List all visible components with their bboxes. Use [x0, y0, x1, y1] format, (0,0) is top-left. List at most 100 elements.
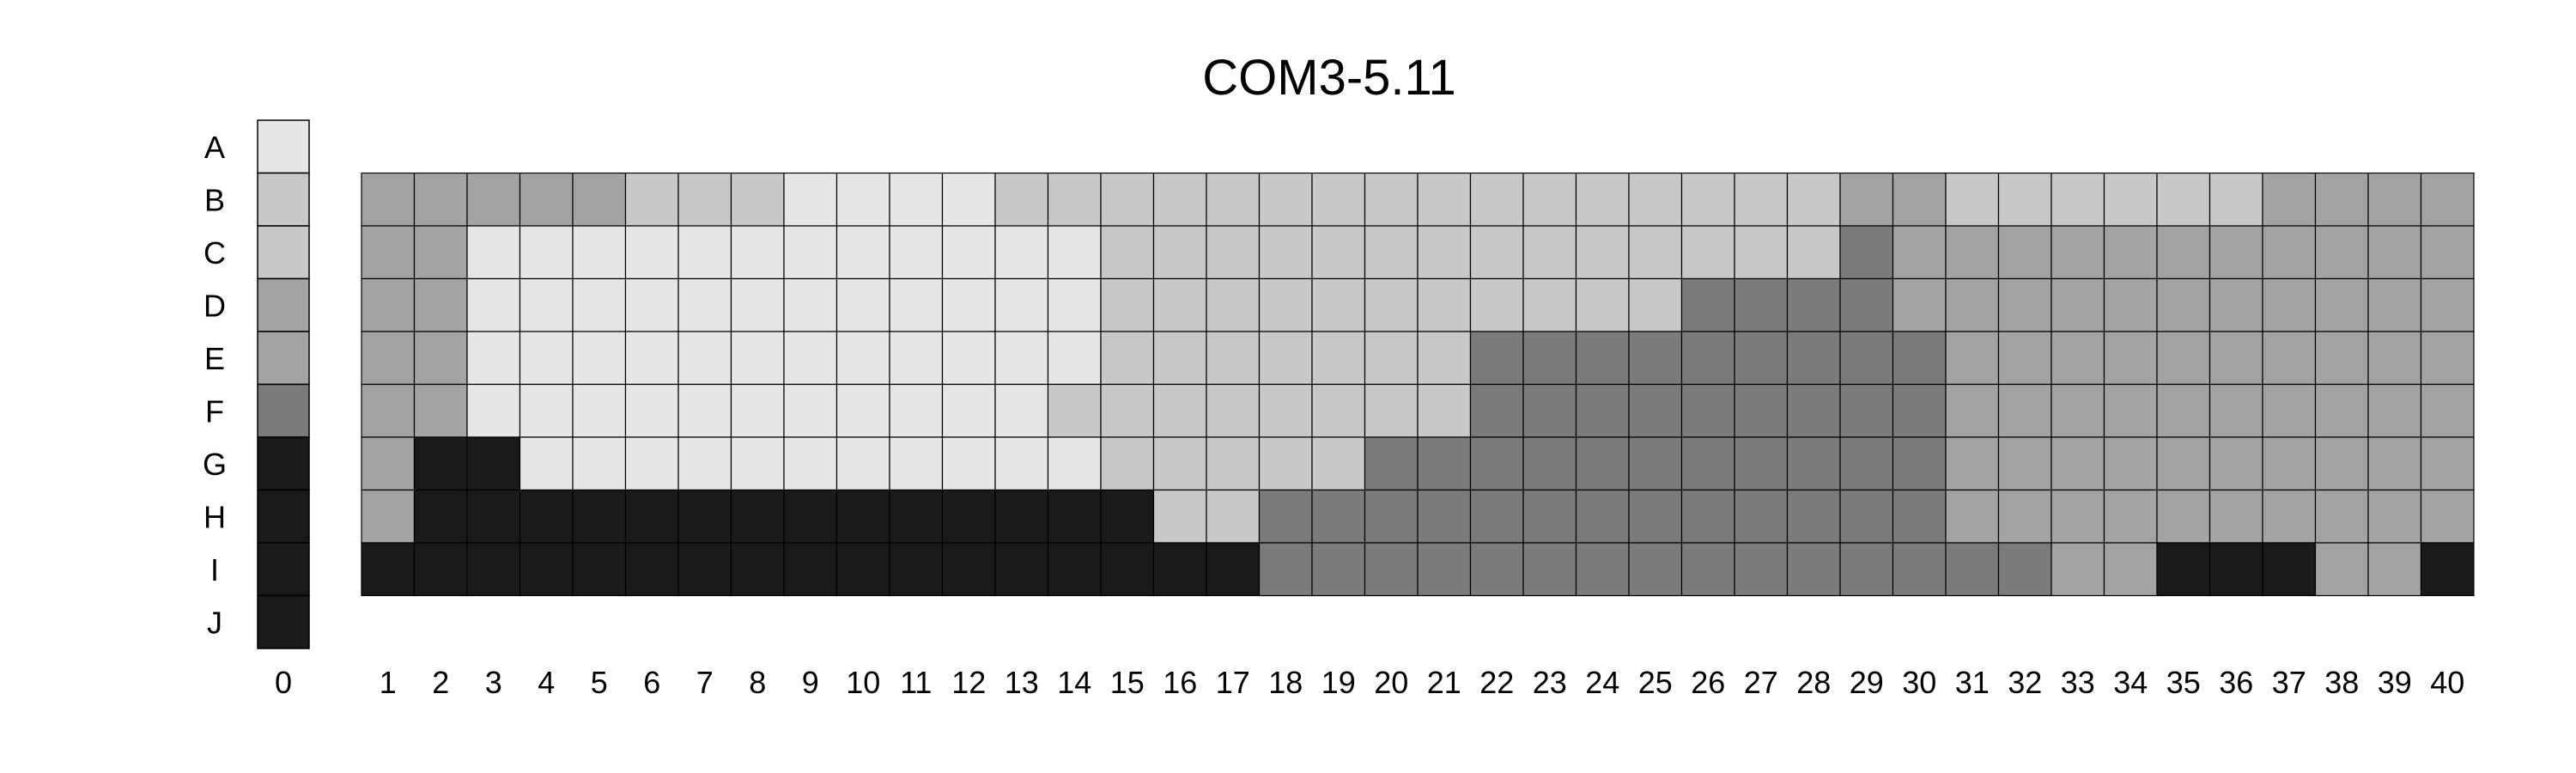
- heatmap-cell: [1417, 225, 1472, 280]
- column-label-2: 2: [432, 665, 449, 700]
- heatmap-cell: [1839, 383, 1894, 438]
- heatmap-cell: [835, 436, 890, 491]
- heatmap-cell: [413, 436, 468, 491]
- heatmap-cell: [1258, 542, 1313, 597]
- column-label-29: 29: [1850, 665, 1884, 700]
- heatmap-cell: [2208, 436, 2263, 491]
- heatmap-cell: [1152, 383, 1207, 438]
- heatmap-cell: [413, 277, 468, 332]
- column-label-22: 22: [1479, 665, 1514, 700]
- heatmap-cell: [1839, 172, 1894, 227]
- heatmap-cell: [1522, 331, 1577, 386]
- heatmap-cell: [2050, 542, 2105, 597]
- heatmap-cell: [2420, 383, 2475, 438]
- column-label-5: 5: [591, 665, 608, 700]
- heatmap-cell: [624, 331, 679, 386]
- heatmap-cell: [1945, 489, 2000, 544]
- heatmap-cell: [1311, 225, 1366, 280]
- column-label-30: 30: [1902, 665, 1936, 700]
- heatmap-cell: [1680, 383, 1735, 438]
- column-label-8: 8: [749, 665, 766, 700]
- heatmap-cell: [1997, 172, 2052, 227]
- heatmap-cell: [519, 172, 574, 227]
- column-label-19: 19: [1321, 665, 1356, 700]
- heatmap-cell: [2103, 436, 2158, 491]
- heatmap-cell: [2103, 172, 2158, 227]
- heatmap-cell: [519, 489, 574, 544]
- heatmap-cell: [2262, 331, 2317, 386]
- heatmap-cell: [1839, 331, 1894, 386]
- heatmap-cell: [1364, 542, 1419, 597]
- heatmap-cell: [1839, 277, 1894, 332]
- column-label-16: 16: [1163, 665, 1197, 700]
- heatmap-cell: [2262, 489, 2317, 544]
- heatmap-cell: [1522, 489, 1577, 544]
- heatmap-cell: [941, 383, 996, 438]
- heatmap-cell: [1311, 172, 1366, 227]
- heatmap-cell: [1786, 436, 1841, 491]
- heatmap-cell: [783, 383, 838, 438]
- heatmap-cell: [413, 542, 468, 597]
- heatmap-cell: [1945, 172, 2000, 227]
- heatmap-cell: [1047, 331, 1102, 386]
- heatmap-cell: [1522, 383, 1577, 438]
- heatmap-cell: [994, 542, 1049, 597]
- heatmap-cell: [1892, 542, 1947, 597]
- heatmap-cell: [1945, 277, 2000, 332]
- heatmap-cell: [1575, 383, 1630, 438]
- heatmap-cell: [941, 172, 996, 227]
- heatmap-cell: [1997, 277, 2052, 332]
- heatmap-cell: [1680, 277, 1735, 332]
- heatmap-cell: [889, 542, 944, 597]
- heatmap-cell: [1417, 489, 1472, 544]
- row-label-j: J: [207, 605, 222, 640]
- heatmap-cell: [1945, 225, 2000, 280]
- legend-cell-d: [257, 277, 310, 332]
- heatmap-cell: [2050, 489, 2105, 544]
- heatmap-cell: [2367, 225, 2422, 280]
- heatmap-cell: [1417, 383, 1472, 438]
- heatmap-cell: [2367, 172, 2422, 227]
- heatmap-cell: [519, 383, 574, 438]
- heatmap-cell: [2103, 277, 2158, 332]
- heatmap-cell: [835, 383, 890, 438]
- heatmap-cell: [1258, 383, 1313, 438]
- heatmap-cell: [2103, 383, 2158, 438]
- heatmap-cell: [1152, 542, 1207, 597]
- heatmap-cell: [519, 331, 574, 386]
- heatmap-cell: [2262, 172, 2317, 227]
- heatmap-cell: [1311, 489, 1366, 544]
- heatmap-cell: [941, 436, 996, 491]
- heatmap-cell: [2103, 489, 2158, 544]
- heatmap-cell: [2050, 172, 2105, 227]
- heatmap-cell: [361, 436, 416, 491]
- column-label-6: 6: [643, 665, 660, 700]
- heatmap-cell: [2103, 225, 2158, 280]
- heatmap-cell: [1417, 331, 1472, 386]
- heatmap-cell: [1100, 331, 1155, 386]
- heatmap-cell: [1892, 277, 1947, 332]
- heatmap-cell: [1152, 172, 1207, 227]
- heatmap-cell: [1628, 383, 1683, 438]
- heatmap-cell: [1997, 489, 2052, 544]
- heatmap-cell: [2420, 542, 2475, 597]
- heatmap-cell: [1892, 225, 1947, 280]
- heatmap-cell: [730, 383, 785, 438]
- column-label-4: 4: [538, 665, 555, 700]
- column-label-14: 14: [1057, 665, 1091, 700]
- heatmap-cell: [1258, 277, 1313, 332]
- heatmap-cell: [624, 436, 679, 491]
- heatmap-cell: [1575, 277, 1630, 332]
- heatmap-cell: [1786, 172, 1841, 227]
- heatmap-cell: [889, 489, 944, 544]
- heatmap-cell: [2156, 225, 2211, 280]
- heatmap-cell: [677, 542, 732, 597]
- heatmap-cell: [1997, 436, 2052, 491]
- heatmap-cell: [2314, 489, 2369, 544]
- heatmap-cell: [730, 489, 785, 544]
- heatmap-cell: [1522, 436, 1577, 491]
- heatmap-cell: [1311, 277, 1366, 332]
- heatmap-cell: [519, 542, 574, 597]
- heatmap-cell: [1839, 489, 1894, 544]
- legend-cell-e: [257, 331, 310, 386]
